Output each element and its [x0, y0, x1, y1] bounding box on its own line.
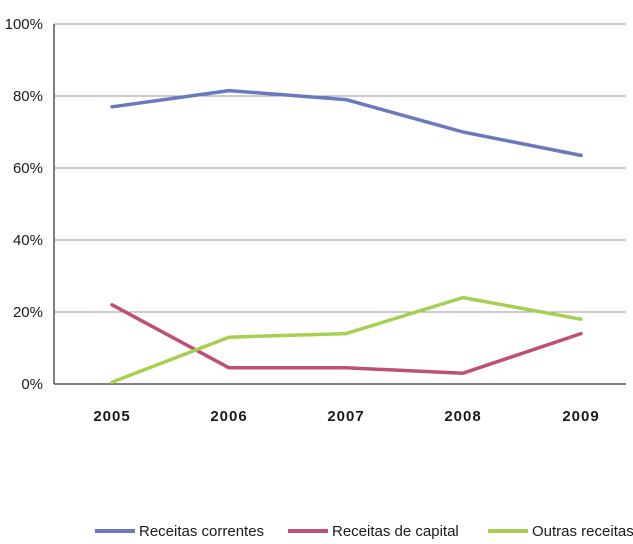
- y-tick-label: 100%: [5, 16, 43, 33]
- series-line-1: [110, 88, 583, 158]
- y-tick-label: 0%: [21, 376, 43, 393]
- y-tick-label: 60%: [13, 160, 43, 177]
- legend: Receitas correntes Receitas de capital Out…: [95, 523, 633, 540]
- axes: [53, 24, 626, 385]
- grid: [54, 23, 626, 313]
- y-tick-label: 40%: [13, 232, 43, 249]
- x-axis-ticks: 2005 2006 2007 2008 2009: [93, 408, 599, 425]
- x-tick-label: 2009: [562, 408, 599, 425]
- series-line-2: [110, 303, 583, 375]
- x-tick-label: 2005: [93, 408, 130, 425]
- y-axis-ticks: 0% 20% 40% 60% 80% 100%: [5, 16, 43, 393]
- x-tick-label: 2008: [444, 408, 481, 425]
- y-tick-label: 80%: [13, 88, 43, 105]
- legend-label: Outras receitas: [532, 523, 633, 540]
- x-tick-label: 2006: [210, 408, 247, 425]
- series-lines: [110, 88, 583, 384]
- series-line-3: [110, 295, 583, 384]
- legend-label: Receitas de capital: [332, 523, 459, 540]
- x-tick-label: 2007: [327, 408, 364, 425]
- y-tick-label: 20%: [13, 304, 43, 321]
- legend-label: Receitas correntes: [139, 523, 264, 540]
